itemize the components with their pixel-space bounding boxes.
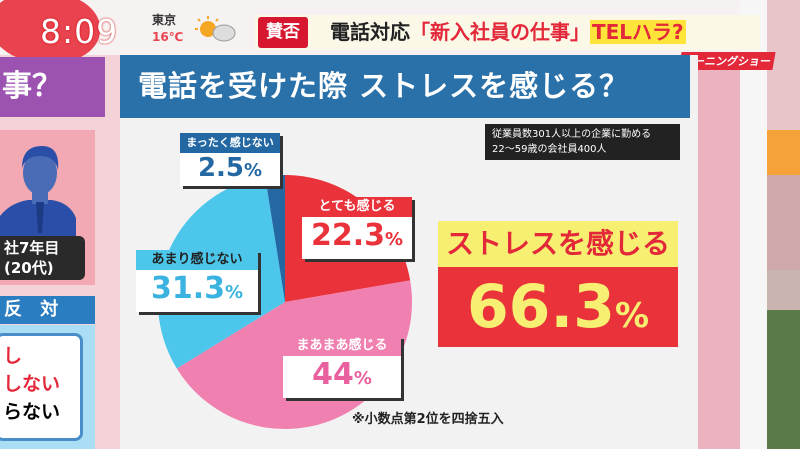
opinion-item: しない bbox=[3, 373, 61, 395]
left-panel-title: 事？ bbox=[0, 57, 105, 117]
person-caption: 社7年目 (20代) bbox=[0, 236, 85, 280]
label-heading: まったく感じない bbox=[180, 133, 280, 153]
summary-label: ストレスを感じる bbox=[438, 221, 678, 267]
chart-title: 電話を受けた際 ストレスを感じる？ bbox=[120, 55, 690, 118]
opposition-header: 反 対 bbox=[0, 296, 95, 324]
slice-label-none: まったく感じない 2.5% bbox=[180, 133, 280, 186]
sun-cloud-icon bbox=[195, 16, 236, 42]
label-heading: とても感じる bbox=[302, 197, 412, 217]
opinion-item: らない bbox=[3, 401, 61, 423]
summary-value: 66.3% bbox=[438, 267, 678, 347]
label-value: 31.3% bbox=[150, 271, 244, 306]
weather-temp: 16℃ bbox=[152, 30, 184, 44]
survey-note: 従業員数301人以上の企業に勤める 22〜59歳の会社員400人 bbox=[485, 124, 680, 160]
weather-city: 東京 bbox=[152, 13, 177, 27]
label-heading: まあまあ感じる bbox=[283, 336, 401, 356]
label-value: 2.5% bbox=[197, 153, 263, 183]
clock-time: 8:09 bbox=[40, 12, 119, 51]
pie-slice-3 bbox=[265, 175, 285, 302]
slice-label-very: とても感じる 22.3% bbox=[302, 197, 412, 259]
label-value: 22.3% bbox=[310, 218, 404, 253]
opinion-item: し bbox=[3, 345, 23, 367]
divider bbox=[740, 0, 767, 449]
headline-tag: TELハラ? bbox=[590, 20, 686, 44]
label-value: 44% bbox=[312, 357, 372, 392]
right-panel-edge bbox=[698, 55, 740, 449]
note-line2: 22〜59歳の会社員400人 bbox=[492, 144, 607, 155]
slice-label-little: あまり感じない 31.3% bbox=[136, 250, 258, 312]
label-heading: あまり感じない bbox=[136, 250, 258, 270]
studio-background bbox=[767, 0, 800, 449]
headline: 電話対応「新入社員の仕事」 TELハラ? bbox=[330, 17, 686, 48]
clock-badge bbox=[0, 0, 100, 64]
note-line1: 従業員数301人以上の企業に勤める bbox=[492, 129, 652, 140]
slice-label-somewhat: まあまあ感じる 44% bbox=[283, 336, 401, 398]
headline-prefix: 電話対応 bbox=[330, 20, 410, 44]
segment-badge: 賛否 bbox=[258, 17, 308, 48]
caption-line2: (20代) bbox=[4, 259, 54, 277]
person-silhouette-icon bbox=[0, 146, 76, 238]
opinion-box: ししない らない bbox=[0, 333, 83, 441]
footnote: ※小数点第2位を四捨五入 bbox=[352, 412, 504, 427]
caption-line1: 社7年目 bbox=[4, 239, 60, 257]
headline-quote: 「新入社員の仕事」 bbox=[410, 20, 590, 44]
